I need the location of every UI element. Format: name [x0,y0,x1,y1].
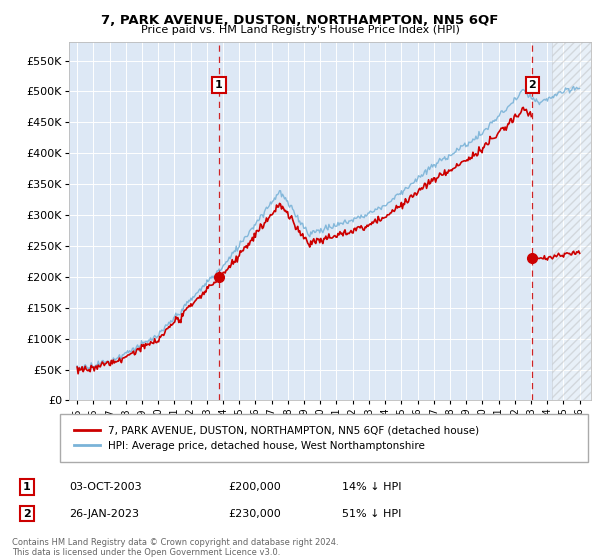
Legend: 7, PARK AVENUE, DUSTON, NORTHAMPTON, NN5 6QF (detached house), HPI: Average pric: 7, PARK AVENUE, DUSTON, NORTHAMPTON, NN5… [70,422,482,454]
Text: 7, PARK AVENUE, DUSTON, NORTHAMPTON, NN5 6QF: 7, PARK AVENUE, DUSTON, NORTHAMPTON, NN5… [101,14,499,27]
Text: Price paid vs. HM Land Registry's House Price Index (HPI): Price paid vs. HM Land Registry's House … [140,25,460,35]
Text: Contains HM Land Registry data © Crown copyright and database right 2024.
This d: Contains HM Land Registry data © Crown c… [12,538,338,557]
FancyBboxPatch shape [60,414,588,462]
Bar [552,42,596,400]
Text: 1: 1 [215,80,223,90]
Text: 26-JAN-2023: 26-JAN-2023 [69,508,139,519]
Text: £200,000: £200,000 [228,482,281,492]
Text: 03-OCT-2003: 03-OCT-2003 [69,482,142,492]
Text: 51% ↓ HPI: 51% ↓ HPI [342,508,401,519]
Text: 14% ↓ HPI: 14% ↓ HPI [342,482,401,492]
Text: 2: 2 [528,80,536,90]
Text: 1: 1 [23,482,31,492]
Text: 2: 2 [23,508,31,519]
Text: £230,000: £230,000 [228,508,281,519]
